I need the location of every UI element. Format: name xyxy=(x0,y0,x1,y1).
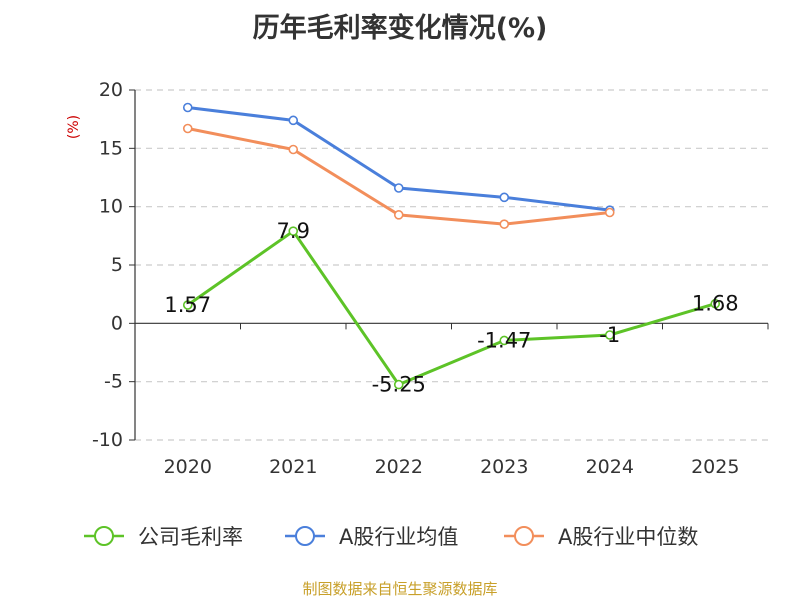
data-label: 1.57 xyxy=(164,293,211,317)
series-line xyxy=(187,127,610,226)
series-line xyxy=(186,229,716,387)
data-point xyxy=(182,300,193,310)
y-axis-unit-label: (%) xyxy=(66,115,82,139)
data-point xyxy=(393,183,404,193)
data-point xyxy=(604,207,615,218)
series-line xyxy=(187,106,610,212)
y-tick-label: 5 xyxy=(111,254,123,276)
y-tick-label: 15 xyxy=(99,137,123,159)
series-lines xyxy=(182,102,721,390)
x-tick-label: 2025 xyxy=(691,456,739,478)
x-tick-label: 2022 xyxy=(375,456,423,478)
data-point xyxy=(288,144,299,155)
data-point xyxy=(182,102,193,113)
data-point xyxy=(499,335,510,346)
legend: 公司毛利率 A股行业均值 A股行业中位数 xyxy=(84,525,698,549)
legend-marker xyxy=(514,526,534,546)
source-note: 制图数据来自恒生聚源数据库 xyxy=(302,580,498,598)
y-tick-label: 10 xyxy=(99,196,123,218)
legend-label: 公司毛利率 xyxy=(138,525,243,549)
x-tick-label: 2024 xyxy=(586,456,634,478)
data-point xyxy=(499,219,510,229)
data-point xyxy=(604,330,615,340)
legend-marker xyxy=(295,526,315,546)
data-point xyxy=(182,123,193,134)
data-point xyxy=(288,226,299,236)
grid-lines xyxy=(135,89,768,441)
x-tick-label: 2020 xyxy=(164,456,212,478)
data-label: 7.9 xyxy=(277,219,310,243)
y-tick-label: 20 xyxy=(99,79,123,101)
legend-marker xyxy=(94,526,114,546)
data-labels: 1.57 7.9 -5.25 -1.47 -1 1.68 xyxy=(164,219,738,396)
data-label: 1.68 xyxy=(692,292,739,316)
x-tick-label: 2023 xyxy=(480,456,528,478)
legend-label: A股行业均值 xyxy=(339,525,458,549)
y-tick-label: -5 xyxy=(104,371,123,393)
data-point xyxy=(499,192,510,203)
x-tick-label: 2021 xyxy=(269,456,317,478)
data-point xyxy=(393,210,404,220)
data-label: -1 xyxy=(599,323,620,347)
data-point xyxy=(710,298,721,309)
y-tick-label: 0 xyxy=(111,312,123,334)
data-point xyxy=(288,115,299,126)
data-point xyxy=(393,379,404,390)
chart-title: 历年毛利率变化情况(%) xyxy=(252,13,548,44)
legend-label: A股行业中位数 xyxy=(558,525,698,549)
data-label: -1.47 xyxy=(477,328,531,352)
data-label: -5.25 xyxy=(372,373,426,397)
y-tick-label: -10 xyxy=(92,429,123,451)
